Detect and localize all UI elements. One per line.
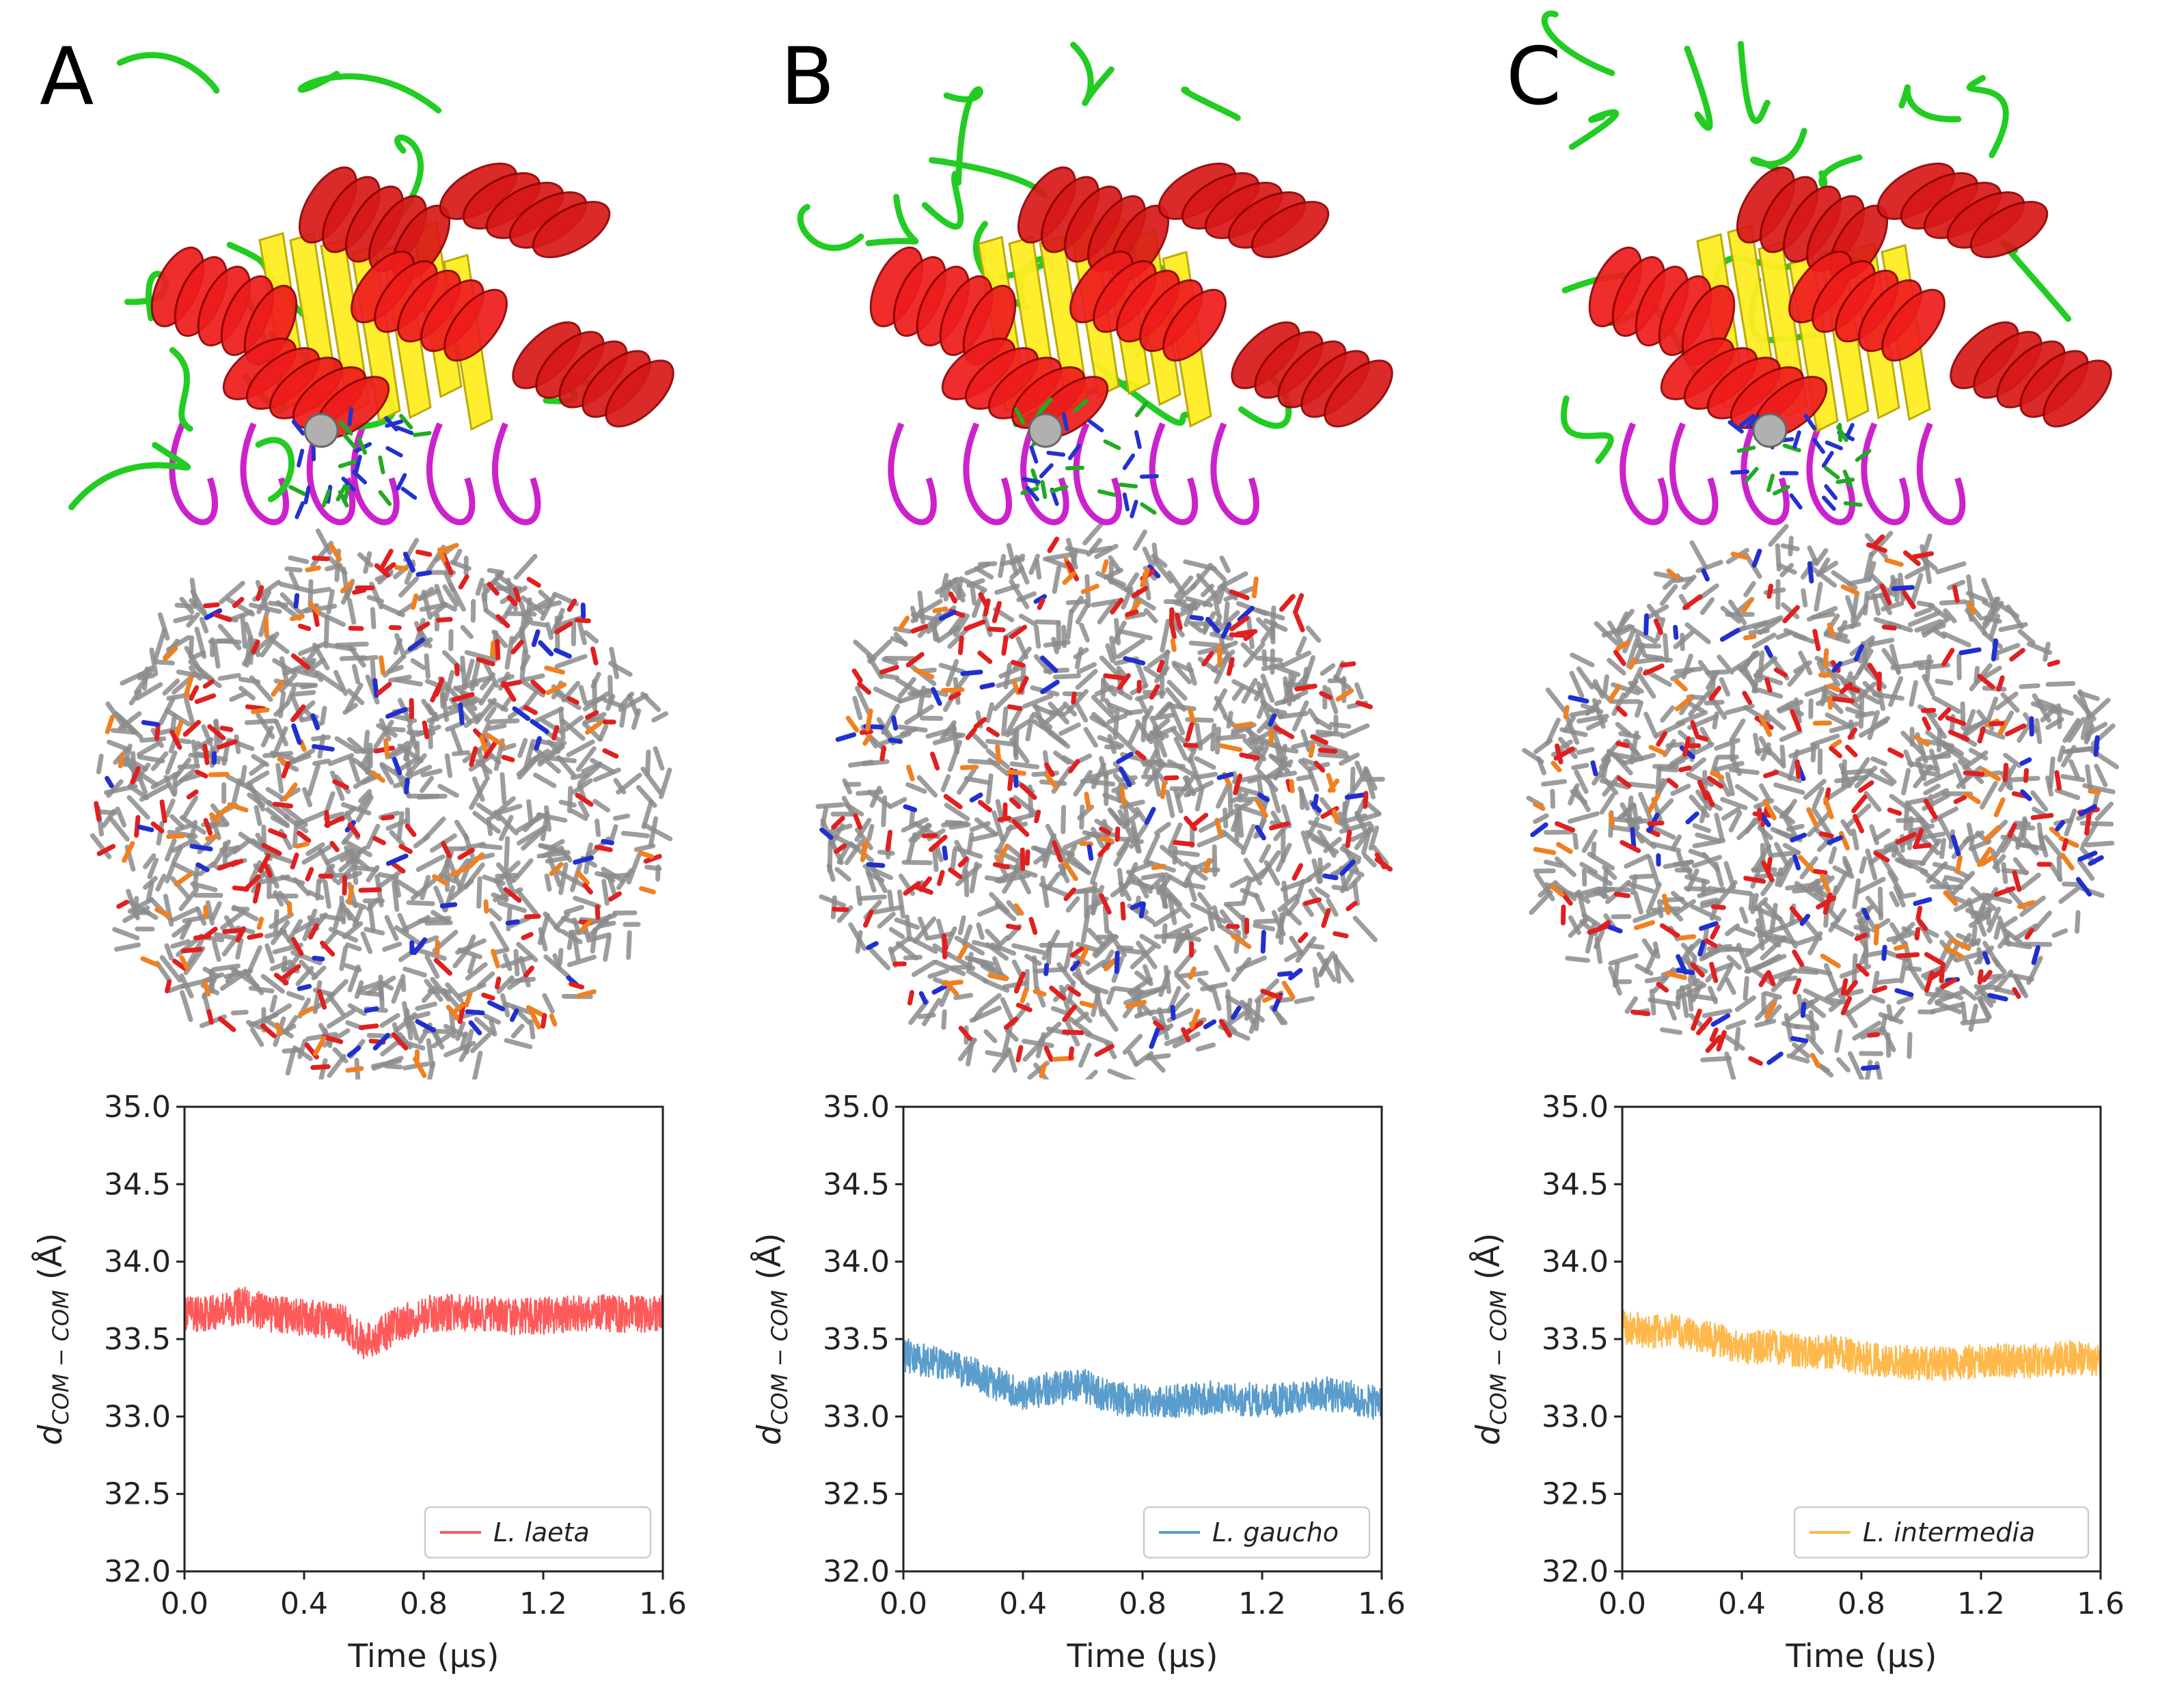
x-tick-label: 1.2 [1238,1586,1286,1621]
x-tick-label: 1.6 [2077,1586,2125,1621]
y-tick-label: 33.5 [104,1322,171,1357]
legend-label: L. gaucho [1212,1517,1339,1547]
protein-membrane-illustration [797,42,1393,1079]
y-label-subscript: COM − COM [1486,1290,1512,1424]
protein-cartoon [1541,10,2112,525]
x-tick-label: 1.2 [519,1586,567,1621]
x-tick-label: 0.4 [280,1586,328,1621]
legend: L. laeta [424,1506,652,1559]
protein-membrane-illustration [1522,10,2120,1079]
y-label-unit: (Å) [1470,1232,1507,1290]
panel-letter: B [780,31,835,123]
x-tick-label: 0.4 [999,1586,1047,1621]
x-tick-label: 1.2 [1957,1586,2005,1621]
panel-c: C 32.0 32.5 33.0 33.5 34.0 34.5 35.0 0.0 0.4 0.8 1.… [1438,0,2157,1708]
panel-letter: C [1506,31,1561,123]
y-label-unit: (Å) [751,1232,789,1290]
y-label-subscript: COM − COM [767,1290,793,1424]
legend-label: L. intermedia [1863,1517,2035,1547]
y-tick-label: 32.5 [104,1477,171,1512]
timeseries-plot: 32.0 32.5 33.0 33.5 34.0 34.5 35.0 0.0 0.4 0.8 1.2… [1470,1090,2125,1675]
y-axis-label: dCOM − COM (Å) [32,1232,74,1445]
y-tick-label: 34.0 [104,1245,171,1280]
y-tick-label: 35.0 [823,1090,890,1125]
y-tick-label: 32.5 [823,1477,890,1512]
y-tick-label: 32.5 [1542,1477,1609,1512]
legend-box [424,1506,652,1559]
y-axis-label: dCOM − COM (Å) [751,1232,793,1445]
y-label-unit: (Å) [32,1232,70,1290]
x-tick-label: 0.8 [1838,1586,1885,1621]
timeseries-plot: 32.0 32.5 33.0 33.5 34.0 34.5 35.0 0.0 0.4 0.8 1.2… [32,1090,687,1675]
x-axis-label: Time (μs) [1785,1638,1937,1675]
protein-cartoon [68,52,674,525]
x-axis-label: Time (μs) [347,1638,499,1675]
y-tick-label: 34.0 [1542,1245,1609,1280]
series-line [183,1286,664,1360]
y-label-symbol: d [32,1424,70,1446]
x-tick-label: 0.8 [400,1586,448,1621]
y-tick-label: 32.0 [104,1554,171,1589]
metal-ion [303,413,339,448]
y-label-subscript: COM − COM [48,1290,74,1424]
x-axis-label: Time (μs) [1066,1638,1218,1675]
x-tick-label: 0.0 [879,1586,927,1621]
protein-cartoon [797,42,1393,525]
y-tick-label: 33.0 [823,1399,890,1434]
plot-frame [183,1105,664,1573]
y-tick-label: 34.5 [104,1167,171,1202]
panel-a: A 32.0 32.5 33.0 33.5 34.0 34.5 35.0 0.0 0.4 0.8 1.… [0,0,719,1708]
panel-letter: A [40,31,94,123]
x-tick-label: 1.6 [639,1586,687,1621]
y-tick-label: 35.0 [1542,1090,1609,1125]
y-tick-label: 33.5 [823,1322,890,1357]
x-tick-label: 0.0 [161,1586,208,1621]
legend: L. intermedia [1793,1506,2090,1559]
y-axis-label: dCOM − COM (Å) [1470,1232,1512,1445]
y-tick-label: 32.0 [823,1554,890,1589]
y-tick-label: 33.0 [1542,1399,1609,1434]
y-tick-label: 34.5 [823,1167,890,1202]
series-line [1621,1309,2102,1381]
protein-membrane-illustration [68,52,674,1079]
y-tick-label: 34.5 [1542,1167,1609,1202]
lipid-membrane [90,528,673,1079]
x-tick-label: 0.8 [1119,1586,1166,1621]
legend-box [1143,1506,1371,1559]
y-tick-label: 32.0 [1542,1554,1609,1589]
plot-frame [902,1105,1383,1573]
legend-label: L. laeta [493,1517,590,1547]
y-tick-label: 35.0 [104,1090,171,1125]
x-tick-label: 0.4 [1718,1586,1766,1621]
series-line [902,1338,1383,1420]
y-tick-label: 34.0 [823,1245,890,1280]
y-tick-label: 33.0 [104,1399,171,1434]
y-label-symbol: d [1470,1424,1507,1446]
x-tick-label: 1.6 [1358,1586,1406,1621]
metal-ion [1752,413,1788,448]
lipid-membrane [815,520,1393,1079]
legend-box [1793,1506,2090,1559]
lipid-membrane [1522,523,2120,1079]
y-label-symbol: d [751,1424,789,1446]
x-tick-label: 0.0 [1598,1586,1646,1621]
metal-ion [1028,413,1063,448]
legend: L. gaucho [1143,1506,1371,1559]
panel-b: B 32.0 32.5 33.0 33.5 34.0 34.5 35.0 0.0 0.4 0.8 1.… [719,0,1438,1708]
y-tick-label: 33.5 [1542,1322,1609,1357]
timeseries-plot: 32.0 32.5 33.0 33.5 34.0 34.5 35.0 0.0 0.4 0.8 1.2… [751,1090,1406,1675]
